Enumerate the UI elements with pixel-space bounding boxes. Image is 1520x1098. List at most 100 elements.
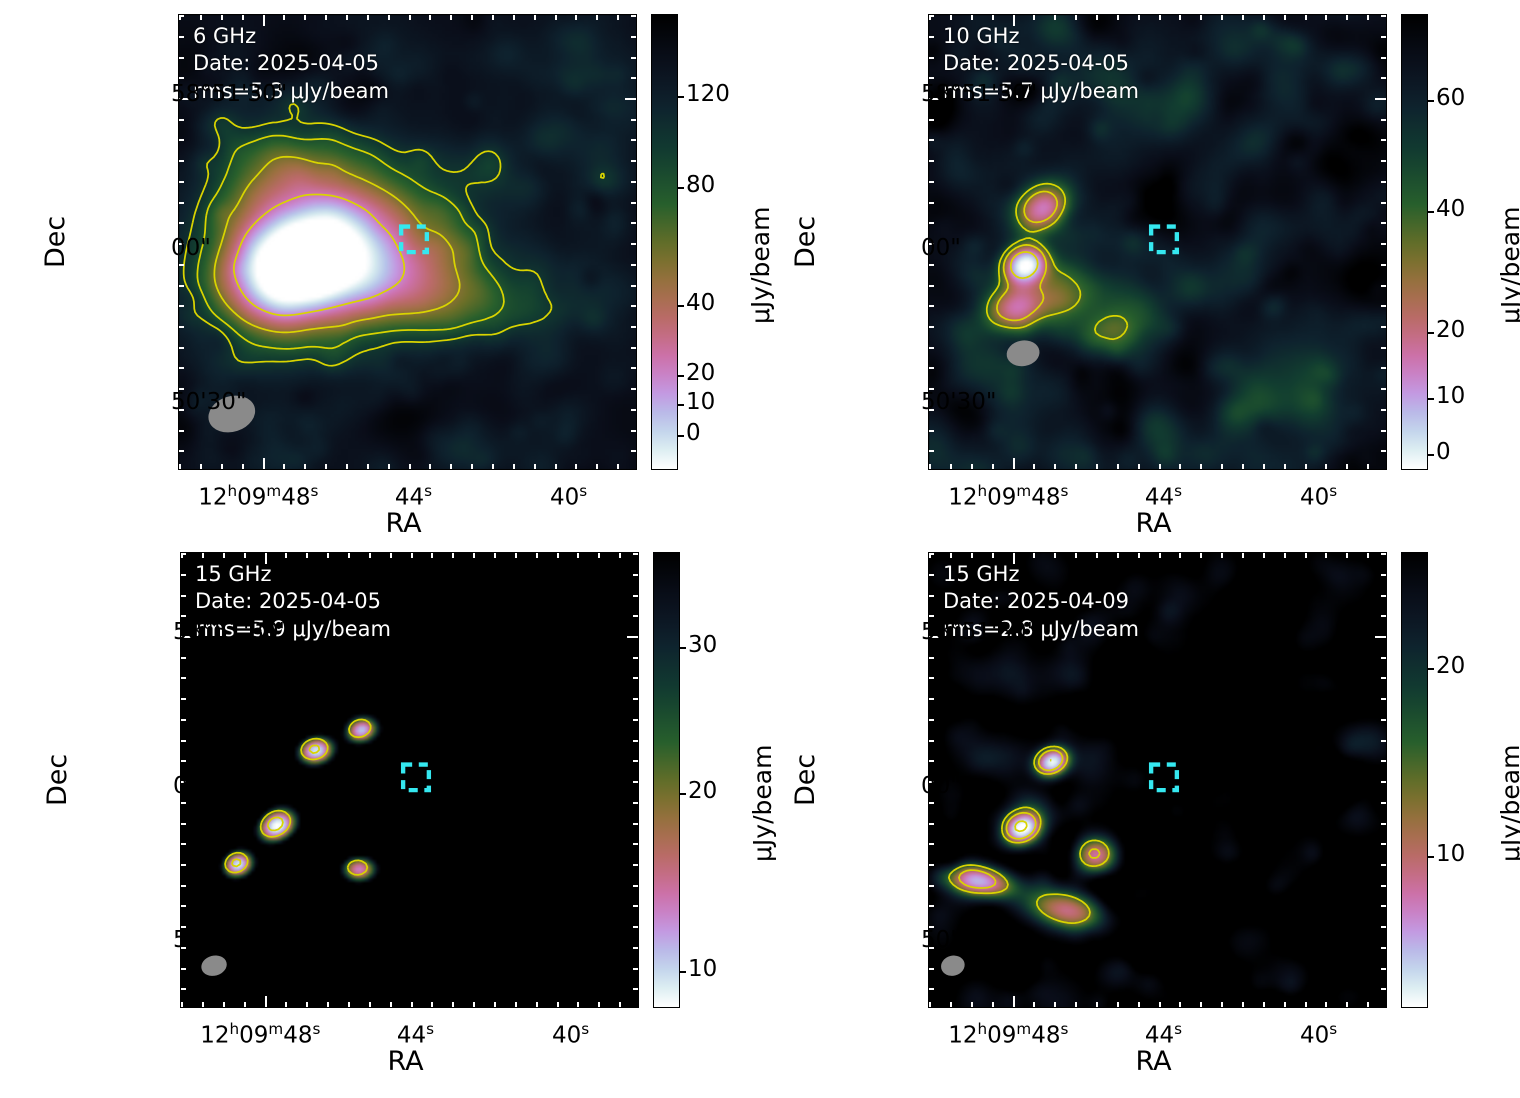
axis-tick: [929, 201, 934, 204]
positive-contour: [1014, 759, 1052, 833]
axis-tick: [410, 1002, 413, 1007]
sky-image[interactable]: 6 GHz Date: 2025-04-05 rms=5.3 μJy/beam: [178, 14, 637, 470]
axis-tick: [368, 1002, 371, 1007]
axis-tick: [633, 615, 638, 618]
target-position-box[interactable]: [398, 224, 430, 255]
axis-tick: [1381, 388, 1386, 391]
axis-tick: [631, 263, 636, 266]
axis-tick: [1242, 1002, 1244, 1007]
axis-tick: [1367, 464, 1370, 469]
axis-tick: [181, 988, 186, 991]
axis-tick: [929, 35, 934, 38]
axis-tick: [1381, 77, 1386, 80]
axis-tick: [633, 843, 638, 846]
axis-tick: [181, 801, 186, 804]
positive-contour: [947, 745, 1110, 924]
axis-tick: [431, 1002, 434, 1007]
axis-tick: [494, 1002, 496, 1007]
axis-tick: [327, 553, 329, 558]
axis-tick: [1381, 739, 1386, 742]
axis-tick: [929, 15, 931, 20]
axis-tick: [1325, 553, 1328, 558]
axis-tick: [181, 615, 186, 618]
axis-tick: [929, 843, 934, 846]
target-position-box[interactable]: [400, 762, 432, 793]
ra-tick-label: 12h09m48s: [198, 482, 319, 511]
colorbar: 10 20 30: [653, 552, 717, 1008]
colorbar: 10 20: [1401, 552, 1465, 1008]
axis-tick: [181, 781, 186, 783]
axis-tick: [535, 1002, 538, 1007]
axis-tick: [181, 905, 186, 908]
axis-tick: [264, 553, 267, 564]
ra-tick-label: 40s: [550, 482, 588, 511]
axis-tick: [492, 464, 494, 469]
x-axis-label: RA: [385, 508, 422, 539]
colorbar-tick-mark: [677, 186, 684, 189]
x-axis-label: RA: [1135, 1046, 1172, 1077]
axis-tick: [929, 450, 934, 453]
axis-tick: [201, 1002, 204, 1007]
colorbar-tick-label: 10: [688, 955, 718, 982]
axis-tick: [179, 15, 181, 20]
axis-tick: [387, 15, 390, 20]
axis-tick: [1381, 656, 1386, 659]
axis-tick: [1367, 553, 1370, 558]
target-position-box[interactable]: [1148, 224, 1180, 255]
axis-tick: [1381, 905, 1386, 908]
axis-tick: [241, 464, 244, 469]
axis-tick: [179, 243, 184, 245]
axis-tick: [1137, 464, 1140, 469]
axis-tick: [598, 1002, 601, 1007]
positive-contour: [958, 749, 1101, 889]
axis-tick: [1179, 553, 1182, 558]
axis-tick: [222, 1002, 225, 1007]
axis-tick: [1200, 1002, 1203, 1007]
axis-tick: [554, 464, 557, 469]
axis-tick: [1381, 594, 1386, 597]
axis-tick: [181, 553, 183, 558]
axis-tick: [368, 553, 371, 558]
axis-tick: [633, 988, 638, 991]
axis-tick: [1095, 15, 1098, 20]
axis-tick: [304, 15, 307, 20]
axis-tick: [631, 450, 636, 453]
axis-tick: [201, 553, 204, 558]
axis-tick: [929, 408, 934, 411]
axis-tick: [179, 429, 184, 432]
axis-tick: [575, 15, 578, 20]
axis-tick: [220, 464, 223, 469]
axis-tick: [408, 15, 411, 20]
axis-tick: [179, 201, 184, 204]
axis-tick: [631, 56, 636, 59]
ra-tick-label: 44s: [1144, 1020, 1183, 1049]
colorbar-axis-label: μJy/beam: [746, 206, 775, 324]
axis-tick: [181, 926, 186, 929]
axis-tick: [1381, 884, 1386, 887]
axis-tick: [991, 464, 994, 469]
positive-contour: [985, 182, 1129, 341]
axis-tick: [1012, 458, 1015, 469]
colorbar-tick-mark: [1427, 100, 1434, 103]
colorbar-tick-mark: [677, 95, 684, 98]
axis-tick: [631, 15, 636, 17]
axis-tick: [1033, 15, 1036, 20]
axis-tick: [929, 905, 934, 908]
axis-tick: [929, 367, 934, 370]
axis-tick: [929, 926, 934, 929]
positive-contour: [996, 190, 1058, 322]
axis-tick: [1221, 1002, 1224, 1007]
ra-tick-label: 40s: [552, 1020, 590, 1049]
target-position-box[interactable]: [1148, 762, 1180, 793]
colorbar-tick-label: 0: [1436, 439, 1451, 466]
intensity-raster: [179, 15, 636, 469]
axis-tick: [408, 464, 411, 469]
ra-tick-label: 40s: [1300, 1020, 1338, 1049]
axis-tick: [598, 553, 601, 558]
axis-tick: [1179, 15, 1182, 20]
positive-contour: [1009, 251, 1039, 280]
axis-tick: [929, 97, 940, 100]
axis-tick: [929, 180, 934, 183]
positive-contour: [213, 155, 461, 334]
axis-tick: [1137, 553, 1140, 558]
